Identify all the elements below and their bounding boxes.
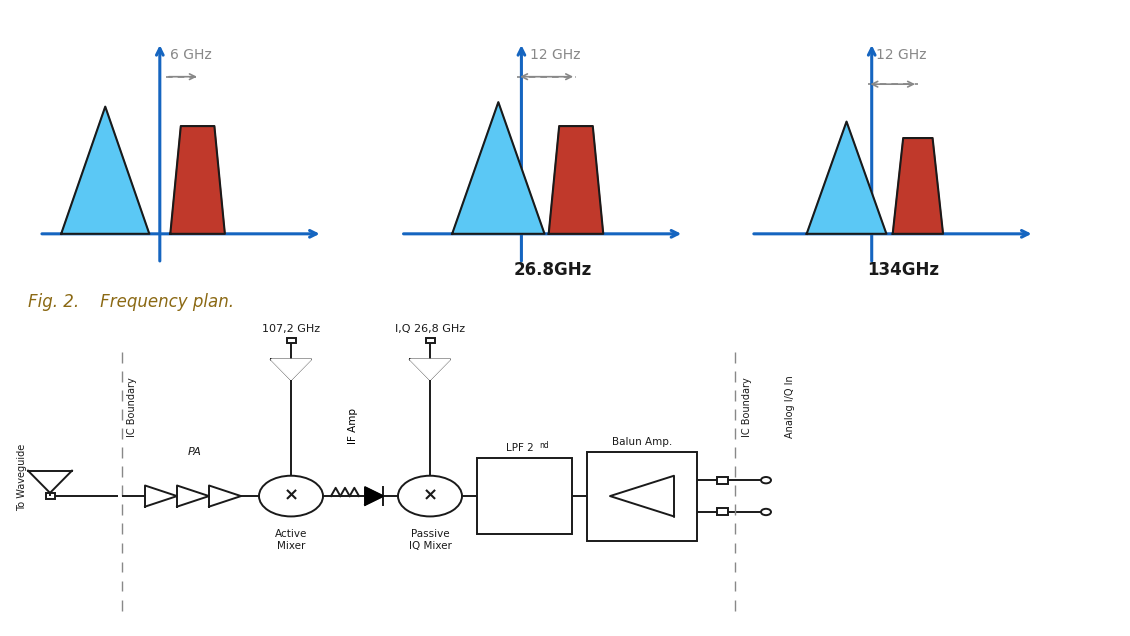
Text: IC Boundary: IC Boundary bbox=[127, 377, 137, 437]
Bar bbox=[718, 509, 728, 515]
Polygon shape bbox=[893, 138, 944, 234]
Polygon shape bbox=[145, 485, 177, 507]
Text: 6 GHz: 6 GHz bbox=[171, 48, 212, 62]
Text: 12 GHz: 12 GHz bbox=[876, 48, 927, 62]
Bar bbox=[45, 494, 54, 499]
Text: IF Amp: IF Amp bbox=[348, 408, 358, 444]
Polygon shape bbox=[177, 485, 209, 507]
Text: To Waveguide: To Waveguide bbox=[17, 443, 27, 511]
Polygon shape bbox=[610, 476, 673, 516]
Circle shape bbox=[259, 476, 323, 516]
Polygon shape bbox=[452, 102, 545, 234]
Polygon shape bbox=[807, 121, 886, 234]
Polygon shape bbox=[365, 487, 383, 505]
Circle shape bbox=[760, 477, 771, 483]
Text: Analog I/Q In: Analog I/Q In bbox=[785, 376, 796, 438]
Text: 107,2 GHz: 107,2 GHz bbox=[262, 324, 320, 334]
Bar bbox=[477, 458, 572, 534]
Bar bbox=[718, 477, 728, 483]
Text: 134GHz: 134GHz bbox=[867, 261, 939, 279]
Text: I,Q 26,8 GHz: I,Q 26,8 GHz bbox=[396, 324, 466, 334]
Polygon shape bbox=[171, 126, 225, 234]
Circle shape bbox=[760, 509, 771, 515]
Text: Active
Mixer: Active Mixer bbox=[275, 529, 307, 551]
Text: Fig. 2.    Frequency plan.: Fig. 2. Frequency plan. bbox=[28, 293, 234, 311]
Text: 12 GHz: 12 GHz bbox=[530, 48, 580, 62]
Bar bbox=[287, 338, 296, 343]
Text: ×: × bbox=[423, 487, 437, 504]
Polygon shape bbox=[61, 107, 149, 234]
Text: IC Boundary: IC Boundary bbox=[742, 377, 751, 437]
Text: LPF 2: LPF 2 bbox=[505, 443, 533, 453]
Text: Passive
IQ Mixer: Passive IQ Mixer bbox=[409, 529, 452, 551]
Text: Balun Amp.: Balun Amp. bbox=[611, 437, 672, 447]
Bar bbox=[426, 338, 435, 343]
Polygon shape bbox=[549, 126, 603, 234]
Text: ×: × bbox=[284, 487, 298, 504]
Polygon shape bbox=[209, 485, 241, 507]
Polygon shape bbox=[410, 359, 450, 380]
Circle shape bbox=[398, 476, 462, 516]
Bar bbox=[586, 452, 697, 541]
Text: nd: nd bbox=[539, 441, 549, 450]
Text: PA: PA bbox=[188, 446, 202, 457]
Text: 26.8GHz: 26.8GHz bbox=[514, 261, 592, 279]
Polygon shape bbox=[271, 359, 311, 380]
